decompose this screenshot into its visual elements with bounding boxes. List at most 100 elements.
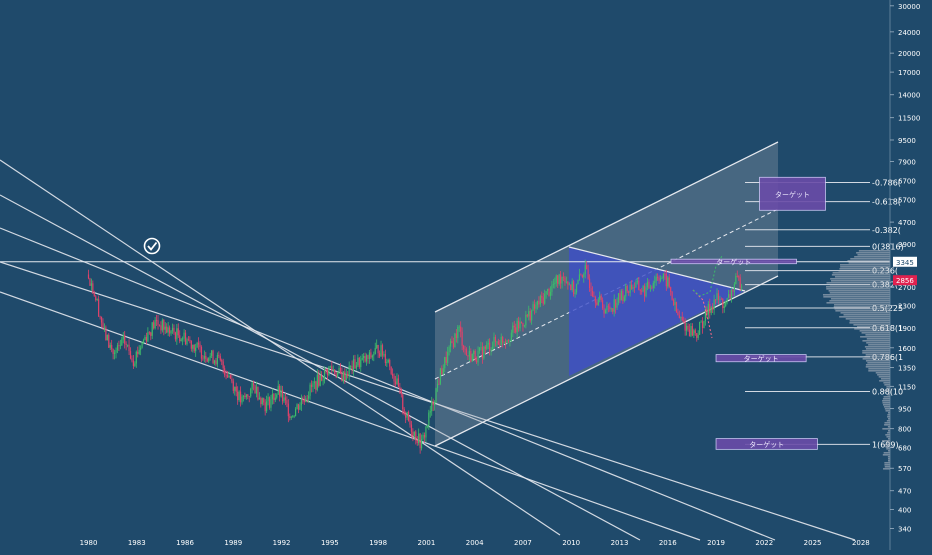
candle-body bbox=[736, 275, 738, 277]
candle-body bbox=[406, 411, 408, 418]
candle-body bbox=[612, 308, 614, 312]
candle-body bbox=[685, 325, 688, 331]
candle-body bbox=[464, 348, 466, 350]
candle-body bbox=[644, 285, 646, 297]
volume-profile-bar bbox=[859, 330, 890, 332]
candle-body bbox=[116, 345, 119, 351]
volume-profile-bar bbox=[888, 460, 890, 462]
x-axis-tick-label: 1980 bbox=[80, 539, 98, 547]
candle-body bbox=[155, 319, 158, 321]
volume-profile-bar bbox=[862, 340, 890, 342]
candle-body bbox=[374, 348, 376, 355]
descending-channel-line bbox=[0, 227, 776, 541]
x-axis-tick-label: 1983 bbox=[128, 539, 146, 547]
volume-profile-bar bbox=[865, 354, 890, 356]
volume-profile-bar bbox=[834, 276, 890, 278]
candle-body bbox=[533, 304, 536, 309]
candle-body bbox=[542, 297, 544, 304]
volume-profile-bar bbox=[848, 262, 890, 264]
candle-body bbox=[90, 283, 92, 286]
candle-body bbox=[664, 273, 666, 275]
volume-profile-bar bbox=[839, 316, 890, 318]
volume-profile-bar bbox=[854, 328, 890, 330]
candle-body bbox=[454, 333, 456, 348]
volume-profile-bar bbox=[883, 452, 890, 454]
candle-body bbox=[419, 433, 421, 449]
candle-body bbox=[186, 339, 188, 345]
candle-body bbox=[95, 296, 97, 300]
y-axis-tick-label: 2300 bbox=[898, 302, 916, 310]
candle-body bbox=[490, 349, 492, 351]
candle-body bbox=[158, 324, 161, 326]
candle-body bbox=[541, 296, 543, 298]
candle-body bbox=[102, 322, 104, 329]
candle-body bbox=[108, 334, 110, 348]
candle-body bbox=[432, 401, 434, 406]
volume-profile-bar bbox=[887, 388, 890, 390]
candle-body bbox=[694, 330, 696, 334]
volume-profile-bar bbox=[850, 258, 890, 260]
candle-body bbox=[586, 265, 588, 270]
candle-body bbox=[354, 359, 356, 369]
volume-profile-bar bbox=[868, 368, 890, 370]
y-axis-tick-label: 6700 bbox=[898, 178, 916, 186]
volume-profile-bar bbox=[833, 306, 890, 308]
candle-body bbox=[148, 332, 150, 334]
candle-body bbox=[112, 349, 114, 354]
candle-body bbox=[167, 327, 169, 333]
volume-profile-bar bbox=[886, 420, 890, 422]
candle-body bbox=[405, 414, 407, 418]
candle-body bbox=[336, 371, 339, 377]
candle-body bbox=[157, 320, 159, 325]
candle-body bbox=[710, 307, 712, 313]
candle-body bbox=[591, 290, 594, 297]
candle-body bbox=[365, 355, 368, 362]
y-axis-tick-label: 400 bbox=[898, 507, 911, 515]
volume-profile-bar bbox=[888, 418, 890, 420]
fib-level-label: -0.618( bbox=[872, 198, 901, 207]
volume-profile-bar bbox=[884, 422, 890, 424]
volume-profile-bar bbox=[877, 374, 890, 376]
candle-body bbox=[147, 332, 149, 342]
candle-body bbox=[470, 351, 472, 362]
candle-body bbox=[526, 314, 528, 317]
volume-profile-bar bbox=[835, 310, 890, 312]
candle-body bbox=[497, 341, 499, 345]
candle-body bbox=[284, 397, 287, 401]
candle-body bbox=[281, 389, 284, 402]
candle-body bbox=[688, 329, 691, 337]
candle-body bbox=[219, 356, 221, 361]
candle-body bbox=[331, 366, 333, 370]
candle-body bbox=[216, 355, 218, 365]
candle-body bbox=[727, 294, 730, 299]
candle-body bbox=[504, 341, 507, 343]
volume-profile-bar bbox=[865, 334, 890, 336]
candle-body bbox=[292, 416, 294, 418]
candle-body bbox=[154, 319, 156, 329]
candle-body bbox=[451, 341, 453, 344]
volume-profile-bar bbox=[858, 250, 890, 252]
candle-body bbox=[250, 389, 252, 397]
candle-body bbox=[150, 332, 152, 336]
volume-profile-bar bbox=[887, 416, 890, 418]
x-axis-tick-label: 2028 bbox=[852, 539, 870, 547]
volume-profile-bar bbox=[884, 464, 890, 466]
candle-body bbox=[716, 293, 718, 301]
descending-channel-line bbox=[0, 194, 641, 541]
candle-body bbox=[341, 372, 343, 382]
volume-profile-bar bbox=[866, 342, 890, 344]
candle-body bbox=[535, 304, 537, 309]
candle-body bbox=[332, 369, 334, 371]
candle-body bbox=[364, 355, 366, 362]
candle-body bbox=[218, 355, 220, 357]
checkmark-icon-ring bbox=[143, 237, 161, 255]
candle-body bbox=[714, 299, 717, 301]
volume-profile-bar bbox=[885, 410, 890, 412]
candle-body bbox=[678, 315, 680, 319]
candle-body bbox=[680, 317, 682, 319]
volume-profile-bar bbox=[886, 448, 890, 450]
candle-body bbox=[441, 368, 443, 375]
y-axis-tick-label: 1150 bbox=[898, 383, 916, 391]
